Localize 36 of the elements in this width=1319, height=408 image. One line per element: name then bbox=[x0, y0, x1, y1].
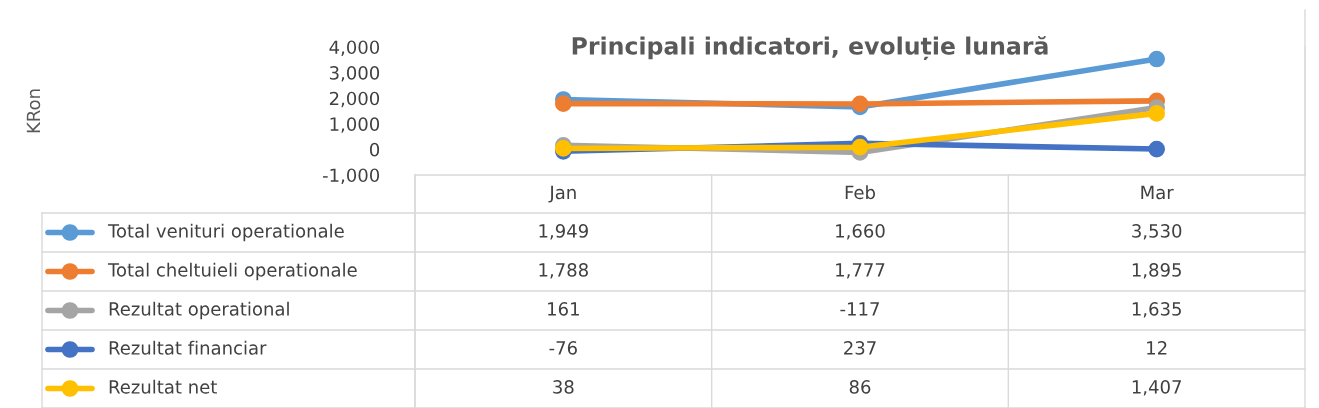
data-label: 3,530 bbox=[1132, 224, 1182, 240]
text: KRon bbox=[26, 89, 41, 133]
y-tick-label: 1,000 bbox=[330, 117, 380, 133]
data-label: 1,895 bbox=[1132, 263, 1181, 279]
data-label: 1,777 bbox=[836, 263, 885, 279]
y-tick-label: 0 bbox=[369, 142, 380, 157]
y-tick-label: -1,000 bbox=[322, 168, 380, 184]
y-tick-label: 4,000 bbox=[329, 40, 380, 56]
data-label: 237 bbox=[844, 341, 876, 355]
data-label: 1,949 bbox=[539, 224, 588, 240]
legend-label: Rezultat operational bbox=[109, 301, 289, 320]
point bbox=[851, 138, 869, 156]
y-tick-label: 2,000 bbox=[329, 91, 380, 108]
data-label: 161 bbox=[548, 302, 579, 316]
data-label: 1,635 bbox=[1132, 302, 1181, 318]
legend-label: Total venituri operationale bbox=[107, 223, 344, 242]
data-label: 1,788 bbox=[539, 263, 588, 279]
legend-label: Rezultat financiar bbox=[109, 340, 267, 355]
point bbox=[1148, 140, 1166, 158]
legend-label: Total cheltuieli operationale bbox=[107, 262, 357, 281]
data-label: 86 bbox=[849, 380, 871, 394]
chart-title: Principali indicatori, evoluție lunară bbox=[572, 35, 1048, 61]
point bbox=[1148, 50, 1166, 68]
data-label: 38 bbox=[553, 380, 574, 394]
legend-label: Rezultat net bbox=[109, 379, 217, 394]
x-tick-label: Feb bbox=[845, 185, 875, 200]
data-label: -117 bbox=[840, 302, 879, 316]
y-tick-label: 3,000 bbox=[329, 66, 380, 82]
x-tick-label: Mar bbox=[1141, 185, 1174, 200]
data-label: -76 bbox=[549, 341, 577, 355]
point bbox=[554, 95, 572, 112]
x-tick-label: Jan bbox=[548, 185, 576, 203]
data-label: 12 bbox=[1147, 341, 1167, 355]
data-label: 1,407 bbox=[1132, 380, 1181, 396]
point bbox=[1148, 105, 1166, 122]
data-label: 1,660 bbox=[836, 224, 885, 240]
